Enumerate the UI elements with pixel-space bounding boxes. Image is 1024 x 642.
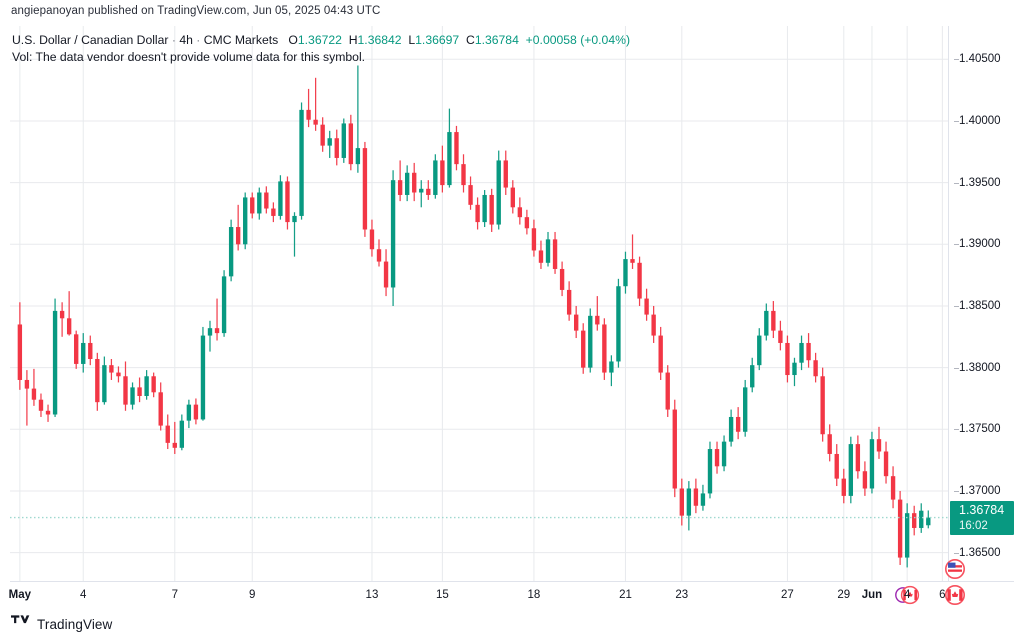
time-axis-tick: 7	[171, 589, 178, 601]
time-axis-tick: May	[8, 589, 32, 601]
us-economic-event[interactable]	[944, 558, 966, 580]
time-axis-tick: Jun	[861, 589, 883, 601]
candlestick-series	[17, 65, 931, 568]
price-axis-tick: 1.39500	[954, 177, 1001, 189]
current-price-line	[10, 516, 948, 519]
price-axis-tick: 1.38000	[954, 362, 1001, 374]
ca-economic-event-cluster[interactable]	[895, 584, 929, 606]
time-axis-tick: 9	[249, 589, 256, 601]
current-price-value: 1.36784	[959, 502, 1005, 517]
time-axis-tick: 4	[903, 589, 911, 601]
publisher-credit: angiepanoyan published on TradingView.co…	[11, 5, 381, 17]
price-axis-tick-mark	[954, 120, 959, 122]
price-axis-tick-mark	[954, 305, 959, 307]
price-axis-tick: 1.40000	[954, 115, 1001, 127]
tradingview-brand-label: TradingView	[37, 616, 113, 632]
time-axis-tick: 6	[939, 589, 946, 601]
price-axis-tick: 1.38500	[954, 300, 1001, 312]
price-axis-tick-mark	[954, 244, 959, 246]
tradingview-logo-icon	[11, 615, 31, 633]
price-axis-tick: 1.40500	[954, 53, 1001, 65]
time-axis-tick: 13	[365, 589, 379, 601]
ca-economic-event[interactable]	[944, 584, 966, 606]
price-axis[interactable]: 1.40500 1.40000 1.39500 1.39000 1.38500 1.380…	[948, 26, 1014, 581]
price-axis-tick: 1.36500	[954, 547, 1001, 559]
time-axis-tick: 29	[837, 589, 851, 601]
time-axis-tick: 18	[527, 589, 541, 601]
chart-gridlines	[10, 26, 948, 581]
time-axis-tick: 21	[619, 589, 632, 601]
price-axis-tick-mark	[954, 59, 959, 61]
price-axis-tick-mark	[954, 490, 959, 492]
chart-container: U.S. Dollar / Canadian Dollar · 4h · CMC…	[10, 26, 1014, 605]
price-axis-tick-mark	[954, 552, 959, 554]
price-axis-tick-mark	[954, 367, 959, 369]
current-price-badge[interactable]: 1.36784 16:02	[950, 500, 1014, 535]
current-price-time: 16:02	[959, 519, 988, 532]
time-axis-tick: 23	[675, 589, 689, 601]
price-axis-tick-mark	[954, 182, 959, 184]
time-axis-tick: 4	[80, 589, 87, 601]
time-axis[interactable]: May 4 7 9 13 15 18 21 23 27 29 Jun 4 6	[8, 581, 1014, 608]
time-axis-tick: 15	[435, 589, 449, 601]
time-axis-tick: 27	[781, 589, 794, 601]
price-axis-tick: 1.39000	[954, 238, 1001, 250]
price-axis-tick: 1.37500	[954, 423, 1001, 435]
tradingview-footer: TradingView	[11, 615, 112, 633]
price-axis-tick-mark	[954, 429, 959, 431]
chart-plot-area[interactable]	[10, 26, 948, 581]
price-axis-tick: 1.37000	[954, 485, 1001, 497]
